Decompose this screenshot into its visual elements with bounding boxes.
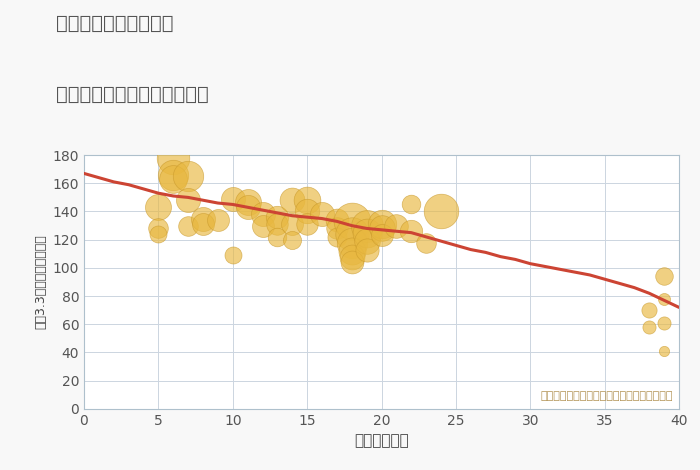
Point xyxy=(242,198,253,205)
Point xyxy=(361,229,372,236)
Point xyxy=(435,208,447,215)
Point xyxy=(272,213,283,221)
Point xyxy=(287,220,298,228)
Point xyxy=(183,172,194,180)
Point xyxy=(659,319,670,327)
Point xyxy=(659,295,670,303)
Point xyxy=(183,196,194,204)
Point xyxy=(659,347,670,355)
Point xyxy=(227,195,238,203)
Point xyxy=(361,237,372,245)
Point xyxy=(272,220,283,228)
Point xyxy=(346,247,357,255)
Point xyxy=(421,239,432,246)
Point xyxy=(644,323,655,331)
Text: 築年数別中古マンション価格: 築年数別中古マンション価格 xyxy=(56,85,209,103)
Point xyxy=(644,306,655,314)
Point xyxy=(302,208,313,215)
Point xyxy=(197,215,209,222)
X-axis label: 築年数（年）: 築年数（年） xyxy=(354,433,409,448)
Point xyxy=(227,251,238,259)
Point xyxy=(346,218,357,225)
Point xyxy=(376,232,387,239)
Point xyxy=(406,201,417,208)
Point xyxy=(153,204,164,211)
Point xyxy=(331,216,342,224)
Point xyxy=(168,175,179,183)
Point xyxy=(242,204,253,211)
Point xyxy=(212,216,223,224)
Point xyxy=(361,246,372,253)
Point xyxy=(376,225,387,232)
Point xyxy=(302,196,313,204)
Point xyxy=(316,211,328,218)
Point xyxy=(346,239,357,246)
Point xyxy=(391,222,402,229)
Point xyxy=(287,196,298,204)
Point xyxy=(331,225,342,232)
Point xyxy=(406,227,417,235)
Point xyxy=(302,220,313,228)
Point xyxy=(659,273,670,280)
Point xyxy=(153,230,164,238)
Point xyxy=(168,171,179,179)
Text: 兵庫県西宮市鳴尾町の: 兵庫県西宮市鳴尾町の xyxy=(56,14,174,33)
Text: 円の大きさは、取引のあった物件面積を示す: 円の大きさは、取引のあった物件面積を示す xyxy=(540,392,673,401)
Point xyxy=(197,220,209,228)
Point xyxy=(346,253,357,260)
Point xyxy=(257,211,268,218)
Point xyxy=(331,233,342,241)
Point xyxy=(153,225,164,232)
Point xyxy=(287,236,298,243)
Point xyxy=(168,154,179,162)
Point xyxy=(346,258,357,266)
Point xyxy=(376,220,387,228)
Point xyxy=(361,222,372,229)
Y-axis label: 坪（3.3㎡）単価（万円）: 坪（3.3㎡）単価（万円） xyxy=(34,235,47,329)
Point xyxy=(272,233,283,241)
Point xyxy=(183,222,194,229)
Point xyxy=(257,222,268,229)
Point xyxy=(346,230,357,238)
